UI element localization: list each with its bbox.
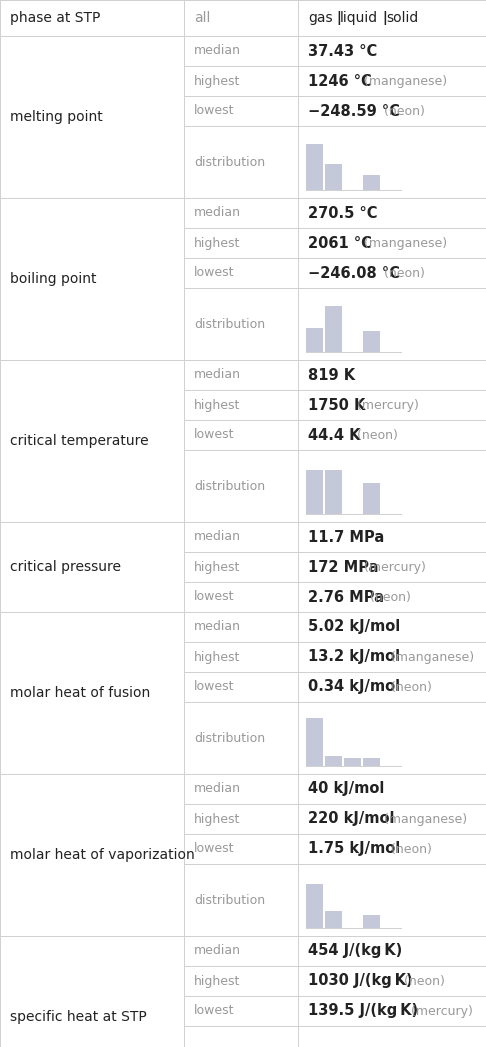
Text: distribution: distribution	[194, 732, 265, 744]
Text: (neon): (neon)	[376, 105, 425, 117]
Text: distribution: distribution	[194, 893, 265, 907]
Bar	[325, 164, 342, 190]
Text: −246.08 °C: −246.08 °C	[308, 266, 400, 281]
Text: 270.5 °C: 270.5 °C	[308, 205, 378, 221]
Text: solid: solid	[386, 12, 418, 25]
Text: (neon): (neon)	[363, 591, 411, 603]
Text: critical temperature: critical temperature	[10, 435, 149, 448]
Bar	[306, 144, 323, 190]
Text: 220 kJ/mol: 220 kJ/mol	[308, 811, 395, 826]
Bar	[306, 884, 323, 928]
Text: (mercury): (mercury)	[403, 1004, 473, 1018]
Text: (neon): (neon)	[383, 681, 432, 693]
Text: gas: gas	[308, 12, 332, 25]
Text: 40 kJ/mol: 40 kJ/mol	[308, 781, 384, 797]
Text: distribution: distribution	[194, 317, 265, 331]
Text: lowest: lowest	[194, 267, 235, 280]
Text: highest: highest	[194, 237, 241, 249]
Text: 13.2 kJ/mol: 13.2 kJ/mol	[308, 649, 400, 665]
Text: boiling point: boiling point	[10, 272, 97, 286]
Bar	[325, 306, 342, 352]
Text: 454 J/(kg K): 454 J/(kg K)	[308, 943, 402, 958]
Text: median: median	[194, 369, 241, 381]
Text: −248.59 °C: −248.59 °C	[308, 104, 400, 118]
Bar	[363, 332, 380, 352]
Text: 0.34 kJ/mol: 0.34 kJ/mol	[308, 680, 400, 694]
Text: (manganese): (manganese)	[356, 74, 447, 88]
Bar	[325, 911, 342, 928]
Text: median: median	[194, 531, 241, 543]
Text: distribution: distribution	[194, 480, 265, 492]
Text: 11.7 MPa: 11.7 MPa	[308, 530, 384, 544]
Text: (neon): (neon)	[383, 843, 432, 855]
Bar	[344, 758, 361, 766]
Bar	[363, 483, 380, 514]
Text: 44.4 K: 44.4 K	[308, 427, 361, 443]
Text: critical pressure: critical pressure	[10, 560, 121, 574]
Bar	[325, 756, 342, 766]
Text: 819 K: 819 K	[308, 367, 355, 382]
Text: lowest: lowest	[194, 843, 235, 855]
Text: median: median	[194, 206, 241, 220]
Text: highest: highest	[194, 975, 241, 987]
Text: |: |	[332, 12, 347, 25]
Text: all: all	[194, 12, 210, 25]
Text: median: median	[194, 782, 241, 796]
Text: lowest: lowest	[194, 105, 235, 117]
Text: liquid: liquid	[340, 12, 378, 25]
Text: (manganese): (manganese)	[376, 812, 467, 825]
Text: lowest: lowest	[194, 591, 235, 603]
Text: melting point: melting point	[10, 110, 103, 124]
Text: 5.02 kJ/mol: 5.02 kJ/mol	[308, 620, 400, 634]
Text: highest: highest	[194, 560, 241, 574]
Text: molar heat of vaporization: molar heat of vaporization	[10, 848, 195, 862]
Text: highest: highest	[194, 650, 241, 664]
Text: (manganese): (manganese)	[383, 650, 474, 664]
Text: distribution: distribution	[194, 156, 265, 169]
Text: 1246 °C: 1246 °C	[308, 73, 372, 89]
Text: 2.76 MPa: 2.76 MPa	[308, 589, 384, 604]
Text: median: median	[194, 45, 241, 58]
Bar	[325, 470, 342, 514]
Text: 1.75 kJ/mol: 1.75 kJ/mol	[308, 842, 400, 856]
Text: highest: highest	[194, 399, 241, 411]
Text: 2061 °C: 2061 °C	[308, 236, 372, 250]
Text: (manganese): (manganese)	[356, 237, 447, 249]
Text: molar heat of fusion: molar heat of fusion	[10, 686, 150, 700]
Bar	[306, 470, 323, 514]
Text: 1030 J/(kg K): 1030 J/(kg K)	[308, 974, 413, 988]
Text: highest: highest	[194, 812, 241, 825]
Text: 37.43 °C: 37.43 °C	[308, 44, 377, 59]
Text: (mercury): (mercury)	[349, 399, 418, 411]
Text: 1750 K: 1750 K	[308, 398, 365, 413]
Text: highest: highest	[194, 74, 241, 88]
Bar	[363, 915, 380, 928]
Text: specific heat at STP: specific heat at STP	[10, 1010, 147, 1024]
Text: (neon): (neon)	[397, 975, 445, 987]
Bar	[363, 758, 380, 766]
Text: 139.5 J/(kg K): 139.5 J/(kg K)	[308, 1003, 418, 1019]
Text: 172 MPa: 172 MPa	[308, 559, 379, 575]
Text: median: median	[194, 944, 241, 958]
Text: phase at STP: phase at STP	[10, 12, 101, 25]
Text: (mercury): (mercury)	[356, 560, 425, 574]
Bar	[306, 718, 323, 766]
Bar	[363, 175, 380, 190]
Text: median: median	[194, 621, 241, 633]
Text: (neon): (neon)	[376, 267, 425, 280]
Text: lowest: lowest	[194, 1004, 235, 1018]
Text: |: |	[378, 12, 393, 25]
Text: (neon): (neon)	[349, 428, 398, 442]
Bar	[306, 328, 323, 352]
Text: lowest: lowest	[194, 428, 235, 442]
Text: lowest: lowest	[194, 681, 235, 693]
